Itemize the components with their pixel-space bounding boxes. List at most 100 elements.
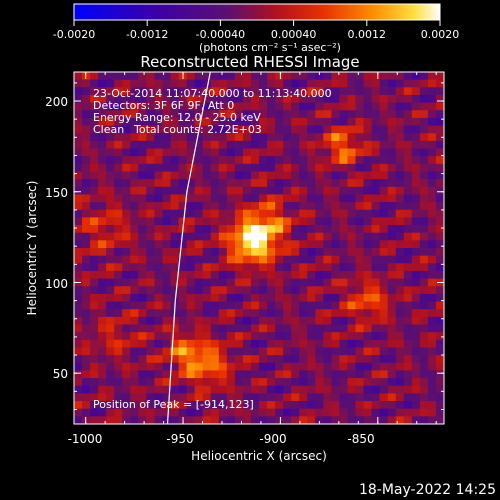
heatmap-cell: [178, 102, 188, 111]
heatmap-cell: [130, 171, 139, 180]
heatmap-cell: [299, 179, 308, 188]
heatmap-cell: [106, 362, 115, 372]
heatmap-cell: [170, 102, 180, 111]
heatmap-cell: [130, 232, 139, 241]
heatmap-cell: [114, 186, 123, 196]
heatmap-cell: [275, 347, 284, 356]
info-time-range: 23-Oct-2014 11:07:40.000 to 11:13:40.000: [93, 87, 332, 100]
heatmap-cell: [234, 72, 244, 81]
heatmap-cell: [315, 270, 324, 280]
heatmap-cell: [98, 416, 107, 424]
heatmap-cell: [234, 309, 244, 318]
heatmap-cell: [250, 148, 260, 157]
heatmap-cell: [355, 133, 365, 142]
heatmap-cell: [146, 355, 156, 364]
heatmap-cell: [114, 355, 123, 364]
heatmap-cell: [323, 94, 332, 104]
heatmap-cell: [323, 248, 332, 257]
heatmap-cell: [291, 293, 300, 303]
heatmap-cell: [427, 255, 437, 264]
heatmap-cell: [74, 163, 83, 173]
heatmap-cell: [323, 385, 332, 394]
heatmap-cell: [122, 225, 131, 234]
heatmap-cell: [275, 110, 284, 119]
heatmap-cell: [339, 270, 349, 280]
heatmap-cell: [347, 355, 357, 364]
heatmap-cell: [98, 378, 107, 387]
heatmap-cell: [347, 324, 357, 333]
heatmap-cell: [427, 263, 437, 272]
heatmap-cell: [170, 148, 180, 157]
heatmap-cell: [259, 217, 268, 226]
heatmap-cell: [275, 186, 284, 196]
heatmap-cell: [411, 286, 421, 295]
heatmap-cell: [435, 362, 444, 372]
heatmap-cell: [427, 332, 437, 341]
heatmap-cell: [218, 270, 228, 280]
heatmap-cell: [146, 94, 156, 104]
heatmap-cell: [106, 378, 115, 387]
heatmap-cell: [146, 339, 156, 349]
heatmap-cell: [146, 110, 156, 119]
heatmap-cell: [146, 117, 156, 127]
heatmap-cell: [130, 339, 139, 349]
heatmap-cell: [419, 370, 429, 379]
heatmap-cell: [299, 316, 308, 326]
heatmap-cell: [267, 416, 276, 424]
heatmap-cell: [299, 72, 308, 81]
heatmap-cell: [259, 133, 268, 142]
heatmap-cell: [315, 248, 324, 257]
heatmap-cell: [411, 278, 421, 287]
heatmap-cell: [154, 87, 164, 96]
heatmap-cell: [427, 286, 437, 295]
heatmap-cell: [234, 278, 244, 287]
heatmap-cell: [106, 301, 115, 310]
heatmap-cell: [242, 347, 252, 356]
heatmap-cell: [146, 370, 156, 379]
heatmap-cell: [291, 324, 300, 333]
heatmap-cell: [106, 255, 115, 264]
heatmap-cell: [90, 217, 99, 226]
heatmap-cell: [291, 240, 300, 249]
heatmap-cell: [122, 87, 131, 96]
heatmap-cell: [122, 401, 131, 410]
heatmap-cell: [275, 324, 284, 333]
heatmap-cell: [435, 270, 444, 280]
heatmap-cell: [178, 301, 188, 310]
heatmap-cell: [267, 408, 276, 417]
heatmap-cell: [218, 94, 228, 104]
heatmap-cell: [315, 263, 324, 272]
heatmap-cell: [403, 133, 413, 142]
heatmap-cell: [307, 248, 316, 257]
heatmap-cell: [275, 125, 284, 134]
heatmap-cell: [371, 102, 381, 111]
heatmap-cell: [435, 125, 444, 134]
heatmap-cell: [339, 393, 349, 402]
heatmap-cell: [242, 148, 252, 157]
heatmap-cell: [347, 286, 357, 295]
heatmap-cell: [403, 117, 413, 127]
heatmap-cell: [194, 286, 204, 295]
heatmap-cell: [138, 293, 147, 303]
heatmap-cell: [154, 301, 164, 310]
heatmap-cell: [307, 416, 316, 424]
heatmap-cell: [130, 255, 139, 264]
heatmap-cell: [283, 240, 292, 249]
heatmap-cell: [275, 148, 284, 157]
heatmap-cell: [371, 179, 381, 188]
heatmap-cell: [275, 194, 284, 203]
heatmap-cell: [379, 179, 389, 188]
heatmap-cell: [202, 232, 212, 241]
heatmap-cell: [419, 72, 429, 81]
heatmap-cell: [106, 202, 115, 211]
heatmap-cell: [275, 179, 284, 188]
heatmap-cell: [162, 179, 172, 188]
heatmap-cell: [106, 293, 115, 303]
heatmap-cell: [186, 225, 196, 234]
heatmap-cell: [427, 179, 437, 188]
heatmap-cell: [355, 309, 365, 318]
heatmap-cell: [403, 156, 413, 165]
heatmap-cell: [403, 140, 413, 150]
heatmap-cell: [419, 79, 429, 88]
heatmap-cell: [138, 316, 147, 326]
